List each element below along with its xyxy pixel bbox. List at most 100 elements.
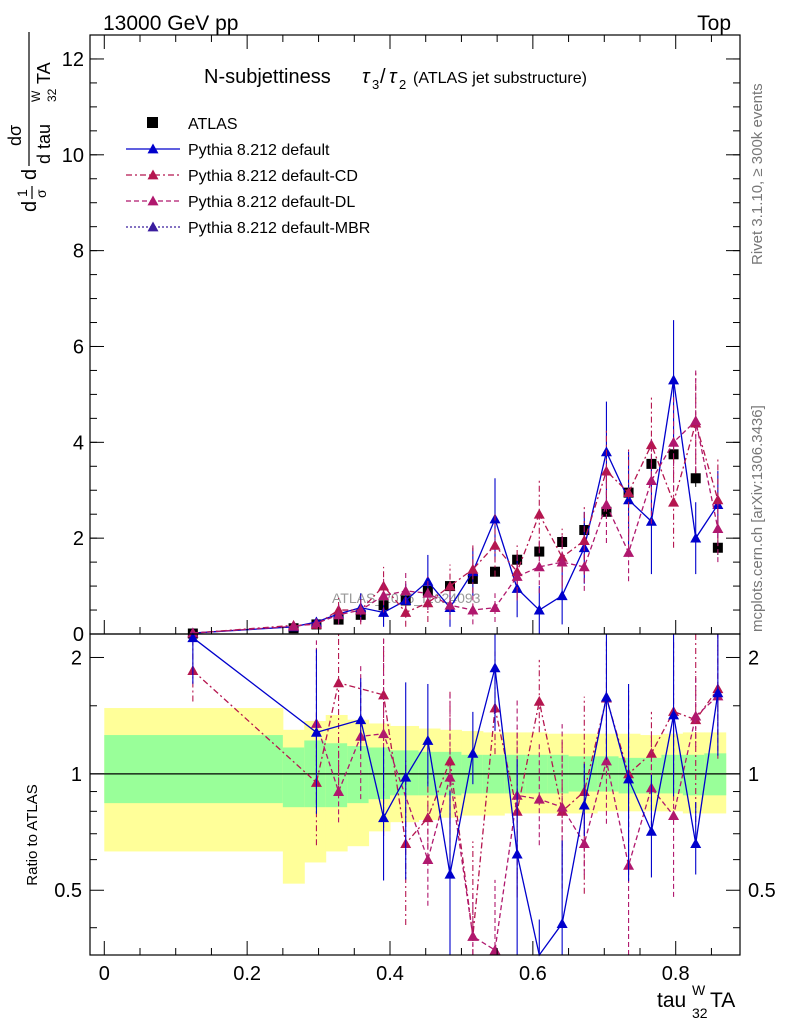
main-panel <box>187 320 724 639</box>
series-point <box>712 494 724 505</box>
series-point <box>556 556 568 567</box>
legend-marker <box>147 195 159 206</box>
series-point <box>533 604 545 615</box>
legend-label: Pythia 8.212 default-MBR <box>188 220 370 237</box>
xlabel-sub: 32 <box>692 1005 708 1021</box>
ratio-point <box>333 786 345 796</box>
ylabel-frac2-tail: TA <box>34 62 54 84</box>
title-sub2: 2 <box>399 77 406 92</box>
legend-label: Pythia 8.212 default-DL <box>188 194 355 211</box>
ylabel-frac2-den: d tau <box>34 124 54 164</box>
series-point <box>422 597 434 608</box>
ratio-point <box>444 771 456 782</box>
series-point <box>400 585 412 596</box>
ratio-frame <box>89 633 741 956</box>
ratio-point <box>187 632 199 643</box>
ratio-ytick-label-right: 2 <box>748 647 759 669</box>
ytick-label: 6 <box>73 336 84 358</box>
series-point <box>668 374 680 385</box>
main-ylabel: d 1 σ d dσ d tau W 32 TA <box>5 32 59 212</box>
ratio-point <box>467 930 479 941</box>
legend-marker <box>147 143 159 154</box>
mcplots-label: mcplots.cern.ch [arXiv:1306.3436] <box>749 405 766 632</box>
ytick-label: 2 <box>73 528 84 550</box>
legend-label: Pythia 8.212 default-CD <box>188 168 358 185</box>
ratio-point <box>533 695 545 706</box>
series-point <box>422 587 434 598</box>
series-point <box>511 570 523 581</box>
xlabel-tail: TA <box>710 989 735 1012</box>
ratio-point <box>310 726 322 737</box>
band-inner <box>282 747 305 808</box>
series-point <box>645 475 657 486</box>
ratio-point <box>378 689 390 700</box>
ratio-point <box>511 848 523 859</box>
title-slash: / <box>380 66 386 88</box>
series-point <box>288 620 300 631</box>
series-point <box>533 508 545 519</box>
title-text: N-subjettiness <box>204 66 331 88</box>
series-point <box>310 617 322 628</box>
title-sub3: 3 <box>372 77 379 92</box>
series-point <box>600 499 612 510</box>
series-point <box>690 532 702 543</box>
legend-marker <box>147 169 159 180</box>
band-inner <box>390 750 420 796</box>
ratio-point <box>668 810 680 820</box>
ratio-point <box>400 771 412 782</box>
ylabel-frac2-sup: W <box>29 90 43 102</box>
series-point <box>355 604 367 615</box>
series-point <box>578 561 590 572</box>
xtick-label: 0 <box>99 963 110 985</box>
ratio-point <box>600 755 612 766</box>
ratio-ytick-label: 1 <box>71 764 82 786</box>
ytick-label: 10 <box>62 145 84 167</box>
ratio-point <box>712 687 724 698</box>
ratio-point <box>690 710 702 721</box>
series-point <box>623 487 635 498</box>
ylabel-d-mid: d <box>19 169 41 180</box>
ratio-point <box>378 728 390 739</box>
legend-entry-0: ATLAS <box>147 116 238 133</box>
legend-entry-4: Pythia 8.212 default-MBR <box>126 220 370 237</box>
ylabel-frac1-num: 1 <box>14 189 30 197</box>
ratio-point <box>668 709 680 720</box>
series-point <box>467 563 479 574</box>
legend-entry-1: Pythia 8.212 default <box>126 142 330 159</box>
ratio-ytick-label: 2 <box>71 647 82 669</box>
xlabel: tau W 32 TA <box>657 982 735 1021</box>
ytick-label: 12 <box>62 49 84 71</box>
ratio-point <box>422 854 434 865</box>
ylabel-frac2-num: dσ <box>5 125 25 146</box>
title-suffix: (ATLAS jet substructure) <box>413 70 587 87</box>
ratio-point <box>623 773 635 784</box>
ratio-point <box>489 662 501 673</box>
series-point <box>556 590 568 601</box>
legend: ATLAS Pythia 8.212 default Pythia 8.212 de… <box>126 116 370 237</box>
series-point <box>467 604 479 615</box>
legend-label: ATLAS <box>188 116 238 133</box>
ratio-line <box>315 695 719 952</box>
ratio-series-2 <box>187 632 724 957</box>
ratio-ylabel: Ratio to ATLAS <box>24 784 41 885</box>
ytick-label: 4 <box>73 432 84 454</box>
series-point <box>533 561 545 572</box>
ratio-bands <box>104 708 727 884</box>
series-point <box>645 439 657 450</box>
xlabel-sup: W <box>692 982 706 998</box>
series-point <box>378 590 390 601</box>
ratio-point <box>578 799 590 810</box>
ratio-panel <box>90 632 740 957</box>
ytick-label: 0 <box>73 624 84 646</box>
ylabel-frac2-sub: 32 <box>45 88 59 102</box>
title-tau3: τ <box>362 66 371 88</box>
header-right: Top <box>697 12 731 35</box>
series-point <box>712 523 724 533</box>
series-point <box>400 606 412 617</box>
ratio-point <box>578 838 590 849</box>
ratio-point <box>489 944 501 955</box>
xtick-label: 0.4 <box>376 963 404 985</box>
